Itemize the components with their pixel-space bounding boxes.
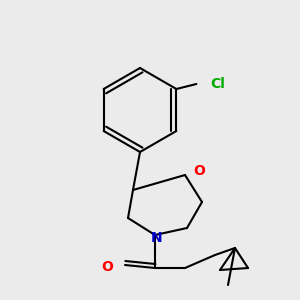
- Text: N: N: [151, 231, 163, 245]
- Text: O: O: [193, 164, 205, 178]
- Text: Cl: Cl: [210, 77, 225, 91]
- Text: O: O: [101, 260, 113, 274]
